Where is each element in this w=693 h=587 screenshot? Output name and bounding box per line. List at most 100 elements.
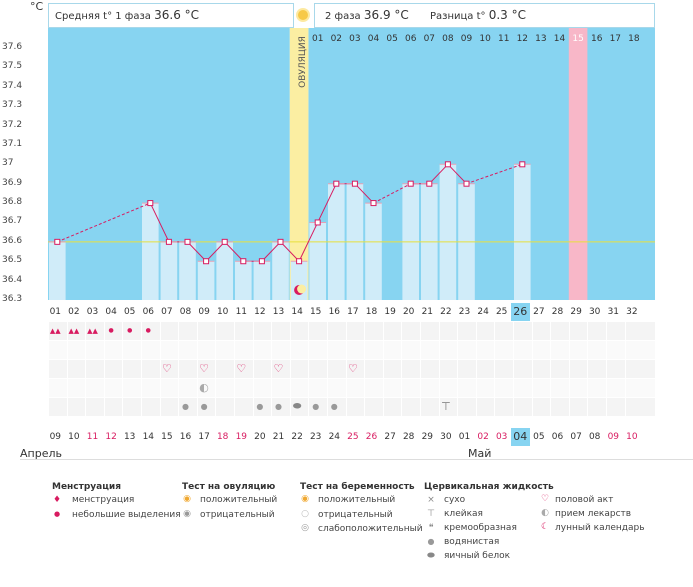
cycle-day[interactable]: 28	[551, 307, 564, 317]
calendar-date[interactable]: 19	[235, 432, 248, 442]
calendar-date[interactable]: 15	[161, 432, 173, 442]
cycle-day[interactable]: 03	[86, 307, 99, 317]
menstruation-icon[interactable]: ▲▲	[49, 327, 61, 335]
grid-column-divider	[48, 322, 49, 417]
pregnancy-positive-icon: ◉	[301, 494, 309, 504]
calendar-date[interactable]: 02	[477, 432, 489, 442]
grid-column-divider	[364, 322, 366, 417]
phase2-day-label: 16	[591, 34, 603, 44]
calendar-date[interactable]: 09	[607, 432, 620, 442]
calendar-date[interactable]: 11	[86, 432, 99, 442]
calendar-date[interactable]: 13	[123, 432, 136, 442]
sticky-icon[interactable]: ⊤	[441, 400, 451, 413]
intercourse-icon[interactable]: ♡	[199, 362, 210, 375]
temperature-chart: 01 02 03 04 05 06 07 08 09 10 11 12 13 14 15 16 17 18	[48, 28, 655, 300]
calendar-date[interactable]: 04	[511, 428, 530, 446]
calendar-date[interactable]: 16	[179, 432, 192, 442]
cycle-day[interactable]: 01	[49, 307, 62, 317]
calendar-date[interactable]: 26	[365, 432, 378, 442]
grid-column-divider	[252, 322, 254, 417]
watery-icon[interactable]: ●	[330, 402, 338, 411]
cycle-day[interactable]: 14	[291, 307, 303, 317]
cycle-day[interactable]: 15	[309, 307, 322, 317]
calendar-date[interactable]: 01	[458, 432, 471, 442]
pill-icon[interactable]: ◐	[199, 381, 209, 394]
calendar-date[interactable]: 03	[495, 432, 508, 442]
menstruation-icon[interactable]: ●	[145, 327, 151, 334]
menstruation-icon[interactable]: ●	[127, 327, 133, 334]
cycle-day[interactable]: 24	[477, 307, 489, 317]
cycle-day[interactable]: 18	[365, 307, 378, 317]
calendar-date[interactable]: 14	[142, 432, 155, 442]
calendar-date[interactable]: 09	[49, 432, 62, 442]
cycle-day[interactable]: 21	[421, 307, 434, 317]
cycle-day[interactable]: 20	[402, 307, 415, 317]
cycle-day[interactable]: 11	[235, 307, 248, 317]
calendar-date[interactable]: 10	[68, 432, 80, 442]
watery-icon[interactable]: ●	[200, 402, 208, 411]
intercourse-icon[interactable]: ♡	[273, 362, 284, 375]
intercourse-icon[interactable]: ♡	[347, 362, 358, 375]
calendar-date[interactable]: 10	[626, 432, 638, 442]
calendar-date[interactable]: 28	[402, 432, 415, 442]
menstruation-icon[interactable]: ●	[108, 327, 114, 334]
cycle-day[interactable]: 02	[68, 307, 80, 317]
intercourse-icon[interactable]: ♡	[236, 362, 247, 375]
cycle-day[interactable]: 31	[607, 307, 620, 317]
calendar-date[interactable]: 21	[272, 432, 285, 442]
legend-pregnancy-title: Тест на беременность	[300, 482, 415, 492]
grid-column-divider	[587, 322, 589, 417]
watery-icon[interactable]: ●	[256, 402, 264, 411]
calendar-date[interactable]: 17	[198, 432, 210, 442]
calendar-date[interactable]: 05	[533, 432, 545, 442]
calendar-date[interactable]: 12	[105, 432, 117, 442]
cycle-day[interactable]: 30	[588, 307, 601, 317]
grid-column-divider	[438, 322, 440, 417]
cycle-day[interactable]: 08	[179, 307, 192, 317]
calendar-date[interactable]: 25	[347, 432, 359, 442]
calendar-date[interactable]: 08	[588, 432, 601, 442]
calendar-date[interactable]: 20	[254, 432, 266, 442]
calendar-date[interactable]: 24	[328, 432, 341, 442]
moon-icon: ☾	[540, 522, 550, 532]
cycle-day[interactable]: 22	[440, 307, 452, 317]
cycle-day[interactable]: 16	[328, 307, 341, 317]
cycle-day[interactable]: 06	[142, 307, 155, 317]
intercourse-icon[interactable]: ♡	[161, 362, 172, 375]
eggwhite-icon[interactable]: ⬬	[292, 401, 302, 412]
grid-column-divider	[568, 322, 570, 417]
watery-icon[interactable]: ●	[274, 402, 282, 411]
calendar-date[interactable]: 27	[384, 432, 396, 442]
calendar-date[interactable]: 07	[570, 432, 582, 442]
watery-icon[interactable]: ●	[181, 402, 189, 411]
calendar-date[interactable]: 22	[291, 432, 303, 442]
cycle-day[interactable]: 10	[216, 307, 229, 317]
legend-cervical-title: Цервикальная жидкость	[424, 482, 554, 492]
cycle-day[interactable]: 09	[198, 307, 210, 317]
cycle-day[interactable]: 12	[254, 307, 266, 317]
cycle-day[interactable]: 27	[533, 307, 545, 317]
calendar-date[interactable]: 06	[551, 432, 564, 442]
phase2-day-label: 14	[554, 34, 566, 44]
calendar-date[interactable]: 30	[440, 432, 452, 442]
cycle-day[interactable]: 17	[347, 307, 359, 317]
menstruation-icon[interactable]: ▲▲	[87, 327, 98, 335]
cycle-day[interactable]: 04	[105, 307, 117, 317]
cycle-day[interactable]: 26	[511, 303, 530, 321]
cycle-day[interactable]: 07	[161, 307, 173, 317]
calendar-date[interactable]: 18	[216, 432, 229, 442]
cycle-day[interactable]: 05	[123, 307, 136, 317]
calendar-date[interactable]: 23	[309, 432, 322, 442]
menstruation-icon[interactable]: ▲▲	[68, 327, 80, 335]
cycle-day[interactable]: 23	[458, 307, 471, 317]
temperature-point	[426, 180, 433, 187]
grid-column-divider	[308, 322, 310, 417]
watery-icon[interactable]: ●	[312, 402, 320, 411]
cycle-day[interactable]: 32	[626, 307, 638, 317]
cycle-day[interactable]: 29	[570, 307, 582, 317]
y-tick-label: 36.5	[2, 255, 23, 266]
calendar-date[interactable]: 29	[421, 432, 434, 442]
cycle-day[interactable]: 19	[384, 307, 396, 317]
cycle-day[interactable]: 13	[272, 307, 285, 317]
cycle-day[interactable]: 25	[495, 307, 508, 317]
